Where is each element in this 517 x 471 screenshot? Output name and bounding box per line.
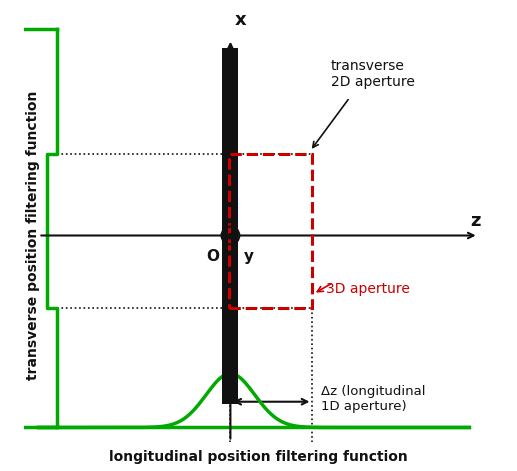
Text: 3D aperture: 3D aperture (326, 282, 410, 296)
Bar (222, 48, 238, 404)
Text: transverse position filtering function: transverse position filtering function (26, 91, 40, 380)
Circle shape (229, 234, 232, 237)
Text: longitudinal position filtering function: longitudinal position filtering function (109, 450, 408, 464)
Text: Δz (longitudinal
1D aperture): Δz (longitudinal 1D aperture) (321, 385, 425, 414)
Text: O: O (206, 249, 219, 264)
Text: z: z (470, 212, 481, 230)
Text: transverse
2D aperture: transverse 2D aperture (331, 59, 415, 89)
Text: y: y (244, 249, 254, 264)
Text: x: x (235, 11, 247, 30)
Bar (229, 154, 312, 308)
